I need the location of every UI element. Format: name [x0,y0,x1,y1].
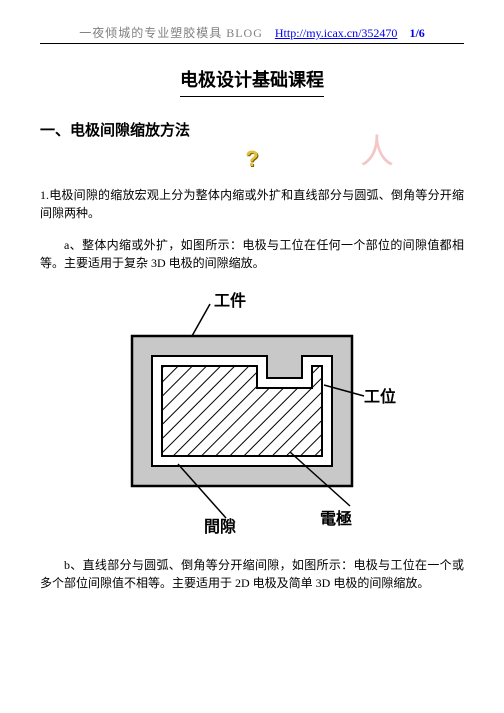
label-electrode: 電極 [320,509,352,528]
paragraph-3: b、直线部分与圆弧、倒角等分开缩间隙，如图所示：电极与工位在一个或多个部位间隙值… [40,556,464,592]
figure-1: 工件 工位 電極 間隙 [40,286,464,542]
label-workpiece: 工件 [214,291,246,310]
blog-link[interactable]: Http://my.icax.cn/352470 [275,26,398,41]
label-gap: 間隙 [204,517,236,536]
blog-title: 一夜倾城的专业塑胶模具 BLOG [79,24,263,41]
paragraph-2: a、整体内缩或外扩，如图所示：电极与工位在任何一个部位的间隙值都相等。主要适用于… [40,236,464,272]
leader-workpiece [192,304,210,336]
label-workpos: 工位 [364,387,396,406]
section-heading: 一、电极间隙缩放方法 [40,119,464,140]
page-title: 电极设计基础课程 [180,66,324,97]
paragraph-1: 1.电极间隙的缩放宏观上分为整体内缩或外扩和直线部分与圆弧、倒角等分开缩间隙两种… [40,186,464,222]
question-mark-icon: ? [245,146,258,171]
page-indicator: 1/6 [409,26,424,41]
decor-row: 人 ? [40,146,464,172]
page-header: 一夜倾城的专业塑胶模具 BLOG Http://my.icax.cn/35247… [40,0,464,44]
